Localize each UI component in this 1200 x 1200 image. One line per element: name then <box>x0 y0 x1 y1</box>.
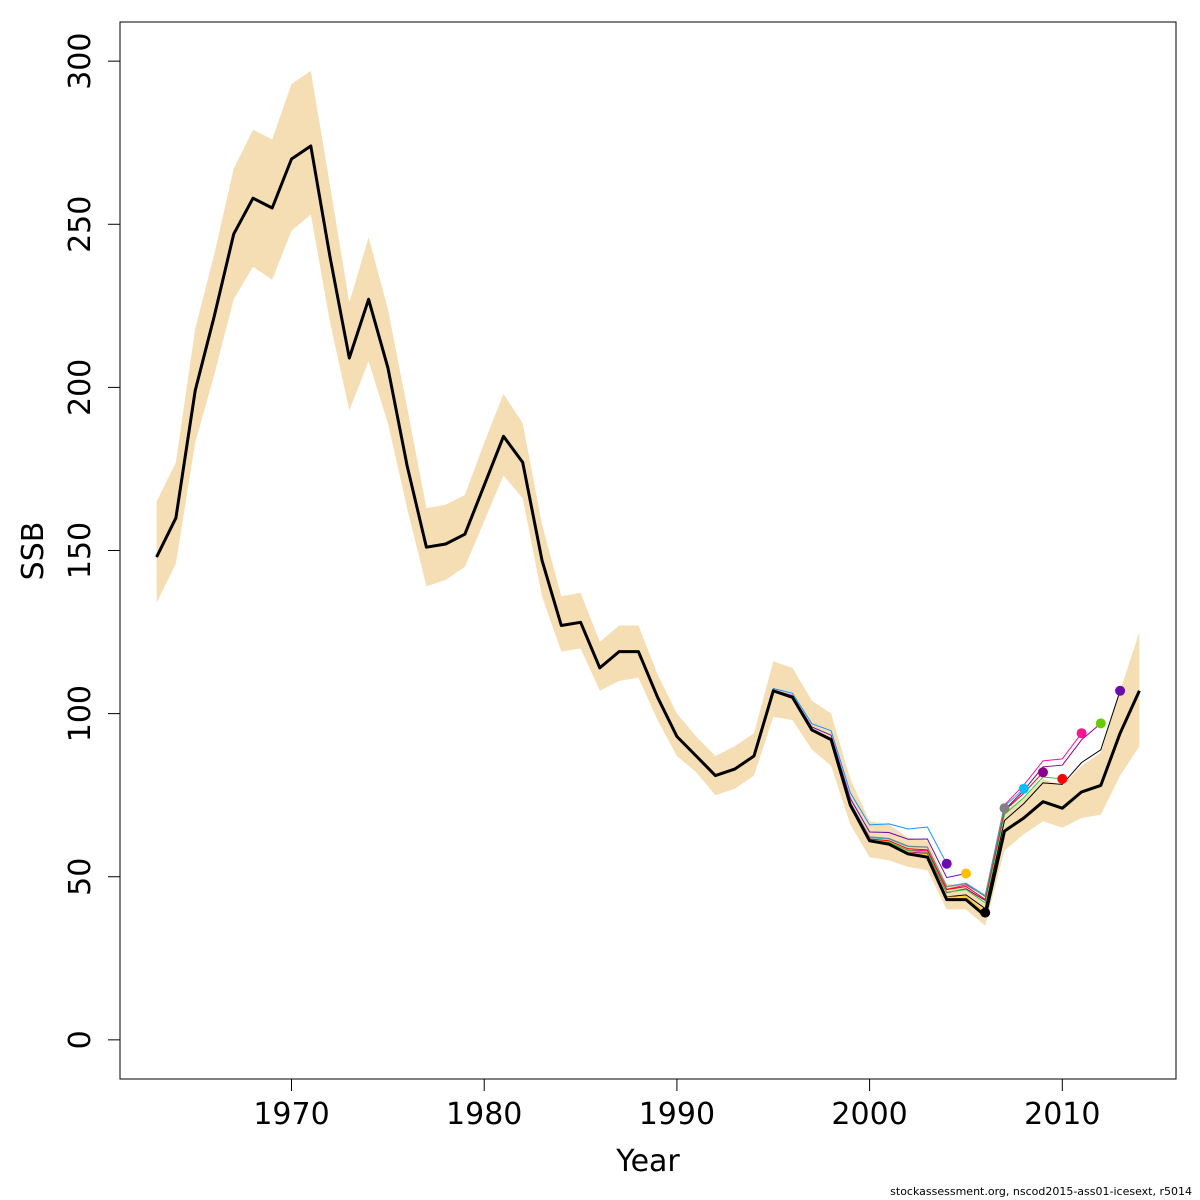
y-tick-label: 250 <box>63 196 98 253</box>
retro-line-2007 <box>156 145 1005 898</box>
retro-line-2011 <box>156 145 1082 897</box>
ci-band-area <box>156 70 1140 926</box>
retro-line-2012 <box>156 145 1102 902</box>
x-tick-label: 1990 <box>639 1097 715 1132</box>
y-tick-label: 100 <box>63 685 98 742</box>
retro-line-2009 <box>156 145 1044 901</box>
y-tick-label: 300 <box>63 33 98 90</box>
retro-marker-2013 <box>1115 685 1126 696</box>
y-axis: 0 50 100 150 200 250 300 <box>63 33 121 1049</box>
retrospective-markers <box>941 685 1126 918</box>
x-axis-label: Year <box>615 1144 680 1179</box>
ssb-line <box>155 144 1141 918</box>
retro-marker-2004 <box>941 858 952 869</box>
footer-credit: stockassessment.org, nscod2015-ass01-ice… <box>890 1185 1192 1198</box>
retro-line-2013 <box>156 145 1121 910</box>
retro-line-2006 <box>156 145 986 913</box>
retro-marker-2009 <box>1038 767 1048 778</box>
retro-marker-2005 <box>961 868 971 879</box>
retro-line-2008 <box>156 145 1025 897</box>
x-tick-label: 1980 <box>446 1097 522 1132</box>
x-tick-label: 2000 <box>831 1097 907 1132</box>
retrospective-lines <box>156 145 1121 913</box>
y-tick-label: 200 <box>63 359 98 416</box>
x-axis: 1970 1980 1990 2000 2010 <box>253 1078 1100 1132</box>
y-tick-label: 0 <box>63 1030 98 1049</box>
y-axis-label: SSB <box>16 522 51 581</box>
retro-marker-2012 <box>1095 718 1106 729</box>
x-tick-label: 1970 <box>253 1097 329 1132</box>
y-tick-label: 50 <box>63 858 98 896</box>
x-tick-label: 2010 <box>1024 1097 1100 1132</box>
retro-marker-2011 <box>1076 728 1087 739</box>
retro-marker-2007 <box>999 803 1010 814</box>
ssb-estimate-line <box>155 144 1141 918</box>
retro-marker-2006 <box>980 907 991 918</box>
retro-marker-2008 <box>1018 783 1029 794</box>
retro-line-2010 <box>156 145 1063 904</box>
y-tick-label: 150 <box>63 522 98 579</box>
retro-marker-2010 <box>1057 773 1068 784</box>
confidence-band <box>156 70 1140 926</box>
